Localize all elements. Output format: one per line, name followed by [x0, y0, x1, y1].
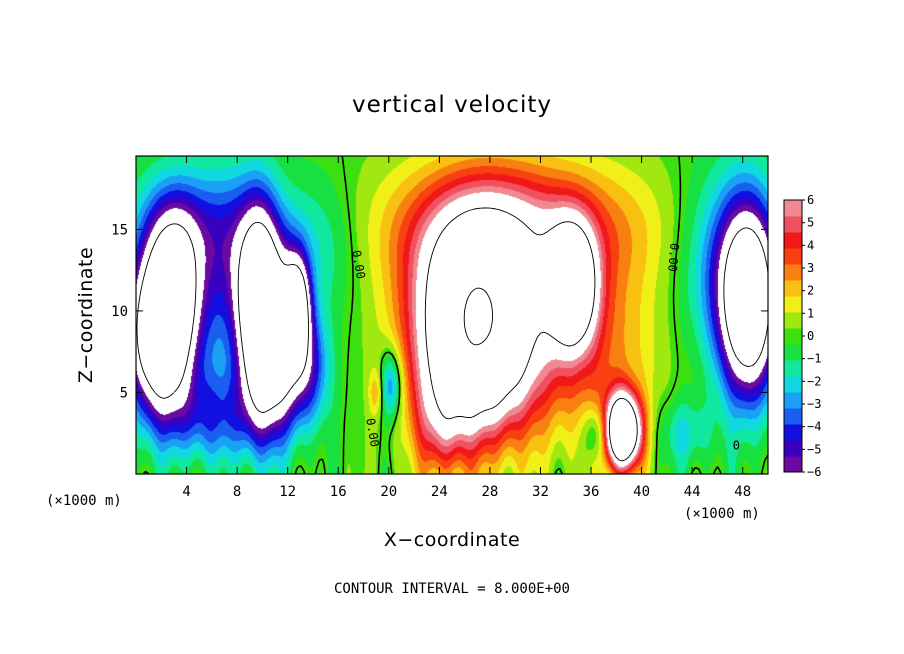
- x-tick-label: 48: [734, 484, 751, 500]
- colorbar-frame: [783, 199, 803, 473]
- colorbar-cell: [784, 200, 802, 217]
- plot-frame: [135, 155, 769, 475]
- colorbar-cell: [784, 424, 802, 441]
- y-tick-label: 10: [111, 304, 128, 320]
- colorbar-cell: [784, 440, 802, 457]
- colorbar-tick-label: −3: [807, 397, 821, 411]
- contour-labels: 0.00 0.00 0.00 0: [349, 242, 740, 452]
- contour-label: 0.00: [349, 249, 368, 280]
- colorbar-tick-label: −2: [807, 374, 821, 388]
- colorbar-tick-label: 6: [807, 193, 814, 207]
- velocity-field: [136, 156, 768, 474]
- colorbar-cell: [784, 376, 802, 393]
- colorbar-tick-label: 0: [807, 329, 814, 343]
- contour-line: [463, 287, 494, 346]
- colorbar-cell: [784, 360, 802, 377]
- x-tick-label: 20: [380, 484, 397, 500]
- contour-interval-note: CONTOUR INTERVAL = 8.000E+00: [334, 581, 570, 597]
- x-tick-label: 40: [633, 484, 650, 500]
- colorbar-cell: [784, 312, 802, 329]
- x-unit-right: (×1000 m): [684, 506, 760, 522]
- x-tick-label: 32: [532, 484, 549, 500]
- colorbar-tick-label: 1: [807, 306, 814, 320]
- x-tick-label: 24: [431, 484, 448, 500]
- x-tick-label: 8: [233, 484, 241, 500]
- colorbar-cell: [784, 392, 802, 409]
- contour-label: 0.00: [665, 242, 681, 272]
- colorbar-cell: [784, 232, 802, 249]
- x-axis-ticks: 4 8 12 16 20 24 28 32 36 40 44 48: [182, 156, 751, 500]
- colorbar-cell: [784, 344, 802, 361]
- colorbar-cell: [784, 456, 802, 473]
- y-tick-label: 15: [111, 222, 128, 238]
- contour-line: [142, 155, 769, 475]
- colorbar-cell: [784, 296, 802, 313]
- x-tick-label: 28: [481, 484, 498, 500]
- colorbar-cell: [784, 328, 802, 345]
- x-tick-label: 36: [583, 484, 600, 500]
- x-unit-left: (×1000 m): [46, 493, 122, 509]
- colorbar-cell: [784, 280, 802, 297]
- x-tick-label: 4: [182, 484, 190, 500]
- x-tick-label: 44: [684, 484, 701, 500]
- colorbar-tick-label: 2: [807, 284, 814, 298]
- colorbar-cell: [784, 248, 802, 265]
- x-axis-label: X−coordinate: [384, 529, 520, 551]
- colorbar-tick-label: 5: [807, 216, 814, 230]
- colorbar-tick-label: −5: [807, 442, 821, 456]
- colorbar-tick-label: 4: [807, 238, 814, 252]
- colorbar-cell: [784, 264, 802, 281]
- x-tick-label: 12: [279, 484, 296, 500]
- y-tick-label: 5: [120, 385, 128, 401]
- colorbar-tick-label: −1: [807, 352, 821, 366]
- colorbar-cell: [784, 216, 802, 233]
- plot-area: 0.00 0.00 0.00 0: [135, 155, 769, 475]
- y-axis-label: Z−coordinate: [75, 247, 97, 383]
- contour-lines: [136, 155, 769, 475]
- y-axis-ticks: 5 10 15: [111, 222, 768, 401]
- contour-label: 0: [733, 439, 740, 453]
- contour-line: [424, 207, 638, 462]
- colorbar-tick-label: 3: [807, 261, 814, 275]
- contour-line: [136, 221, 769, 413]
- colorbar-cell: [784, 408, 802, 425]
- colorbar-tick-label: −4: [807, 420, 821, 434]
- contour-label: 0.00: [363, 417, 382, 448]
- x-tick-label: 16: [330, 484, 347, 500]
- colorbar: 6 5 4 3 2 1 0 −1 −2 −3 −4 −5 −6: [783, 193, 821, 479]
- colorbar-tick-label: −6: [807, 465, 821, 479]
- chart-title: vertical velocity: [352, 92, 552, 118]
